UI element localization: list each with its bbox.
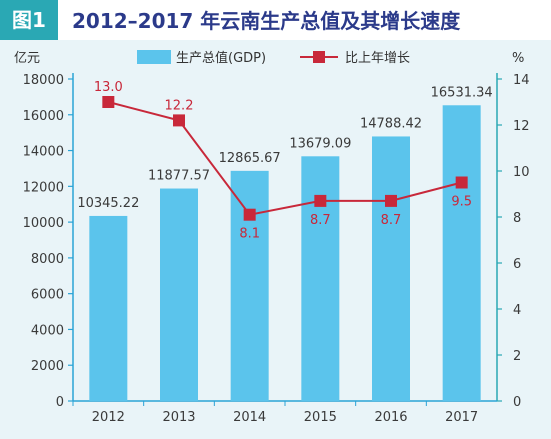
gdp-bar — [442, 105, 481, 401]
growth-line — [102, 96, 468, 221]
growth-label: 8.1 — [239, 227, 260, 242]
left-axis-tick-label: 14000 — [23, 145, 64, 160]
right-axis-tick-label: 2 — [513, 349, 521, 364]
growth-label: 9.5 — [451, 195, 472, 210]
gdp-bar-label: 13679.09 — [289, 136, 351, 151]
figure-label-box — [0, 0, 58, 40]
growth-line-path — [108, 101, 462, 216]
left-axis-tick-label: 4000 — [31, 323, 64, 338]
gdp-bar-label: 10345.22 — [77, 196, 139, 211]
right-axis-tick-label: 12 — [513, 119, 530, 134]
data-labels: 10345.22 11877.57 12865.67 13679.09 14788.42… — [77, 80, 492, 242]
growth-marker — [102, 96, 115, 108]
x-axis-tick-label: 2017 — [445, 410, 478, 425]
growth-marker — [455, 176, 468, 189]
gdp-bar — [372, 136, 410, 401]
right-axis-tick-label: 6 — [513, 257, 521, 272]
bars — [89, 105, 481, 401]
left-axis-tick-label: 10000 — [23, 216, 64, 231]
left-axis-tick-label: 0 — [56, 395, 64, 410]
gdp-bar-label: 12865.67 — [219, 151, 281, 166]
left-axis-unit: 亿元 — [14, 51, 40, 66]
growth-marker — [243, 208, 256, 221]
left-axis-tick-label: 8000 — [31, 252, 64, 267]
right-axis-unit: % — [512, 51, 524, 66]
header-band — [0, 0, 551, 40]
left-axis-tick-label: 6000 — [31, 288, 64, 303]
gdp-bar-label: 11877.57 — [148, 169, 210, 184]
gdp-bar — [230, 170, 269, 401]
right-axis-tick-label: 4 — [513, 303, 521, 318]
legend-growth-label: 比上年增长 — [345, 51, 410, 66]
x-axis-tick-label: 2015 — [304, 410, 337, 425]
figure-label: 图1 — [12, 8, 46, 32]
growth-marker — [173, 114, 185, 127]
legend-gdp-label: 生产总值(GDP) — [176, 50, 266, 66]
gdp-bar-label: 14788.42 — [360, 116, 422, 131]
growth-label: 8.7 — [381, 213, 402, 228]
growth-label: 13.0 — [94, 80, 123, 95]
x-axis-tick-label: 2016 — [374, 410, 407, 425]
x-axis-tick-label: 2013 — [162, 410, 195, 425]
left-axis-tick-label: 2000 — [31, 359, 64, 374]
gdp-bar-label: 16531.34 — [431, 85, 493, 100]
growth-label: 8.7 — [310, 213, 331, 228]
right-axis-tick-label: 10 — [513, 165, 530, 180]
left-axis-tick-label: 12000 — [23, 180, 64, 195]
growth-marker — [385, 194, 397, 207]
x-axis-tick-label: 2014 — [233, 410, 266, 425]
gdp-bar — [301, 156, 340, 401]
gdp-bar — [89, 215, 128, 401]
growth-label: 12.2 — [165, 98, 194, 113]
right-axis-tick-label: 0 — [513, 395, 521, 410]
right-axis-tick-label: 14 — [513, 73, 530, 88]
legend-bar-swatch — [137, 50, 171, 64]
chart-title: 2012–2017 年云南生产总值及其增长速度 — [72, 9, 461, 33]
left-axis-tick-label: 18000 — [23, 73, 64, 88]
legend-line-marker — [313, 51, 325, 63]
right-axis-tick-label: 8 — [513, 211, 521, 226]
left-axis-tick-label: 16000 — [23, 109, 64, 124]
gdp-bar — [160, 188, 198, 401]
growth-marker — [314, 194, 327, 207]
x-axis-tick-label: 2012 — [92, 410, 125, 425]
legend: 生产总值(GDP) 比上年增长 — [137, 50, 410, 66]
axes: 0 2000 4000 6000 8000 10000 12000 14000 16000 180… — [23, 73, 530, 425]
